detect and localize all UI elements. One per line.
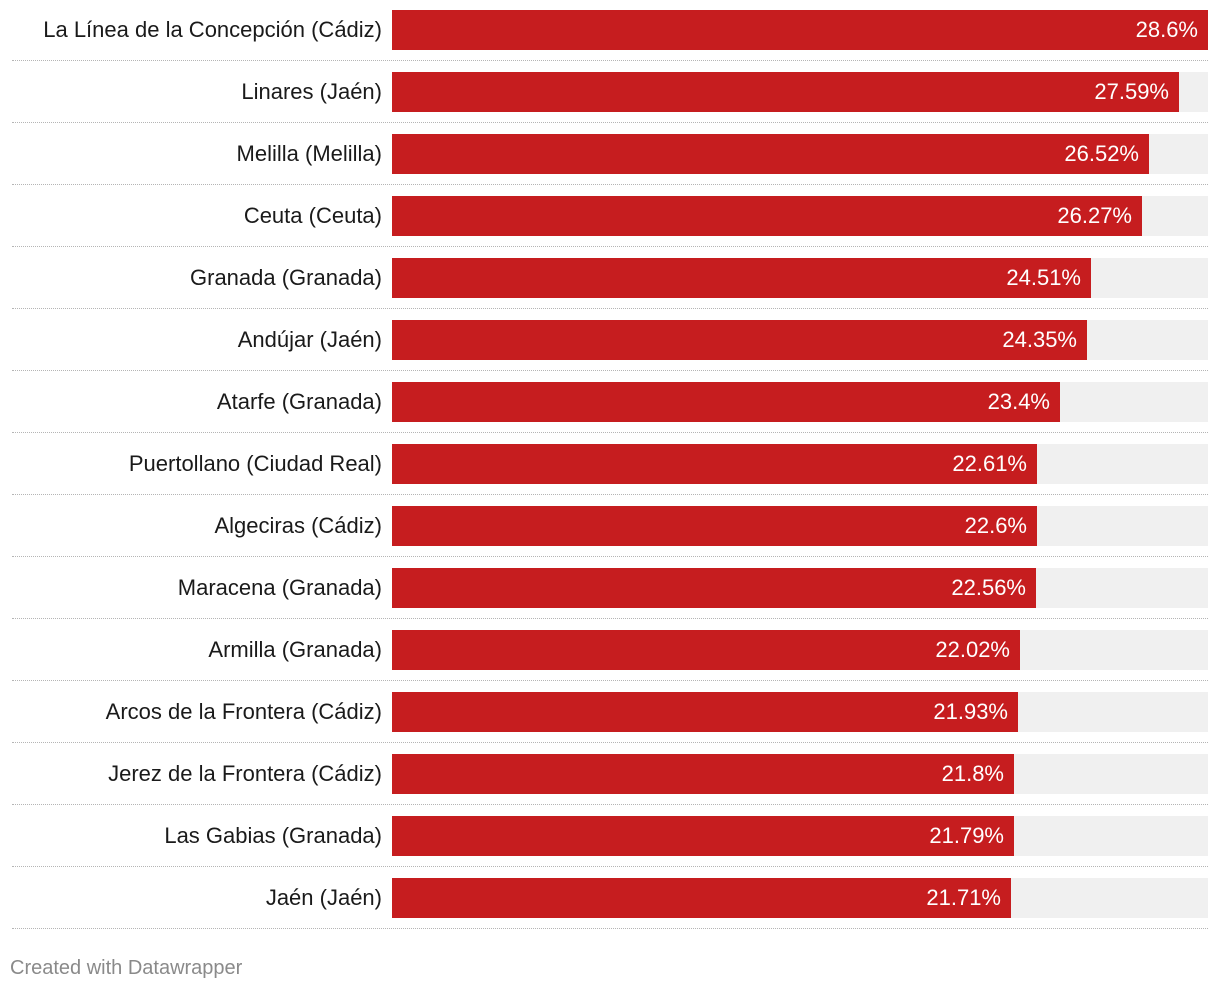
- bar-row: Ceuta (Ceuta) 26.27%: [0, 196, 1220, 258]
- value-label: 22.02%: [935, 637, 1010, 662]
- bar-track: 22.56%: [392, 568, 1208, 608]
- bar-row: Jaén (Jaén) 21.71%: [0, 878, 1220, 940]
- category-label: Melilla (Melilla): [236, 141, 382, 166]
- value-label: 26.52%: [1064, 141, 1139, 166]
- value-label: 21.93%: [933, 699, 1008, 724]
- row-separator: [12, 866, 1208, 867]
- row-separator: [12, 246, 1208, 247]
- bar: 27.59%: [392, 72, 1179, 112]
- bar-track: 21.71%: [392, 878, 1208, 918]
- bar-row: Puertollano (Ciudad Real) 22.61%: [0, 444, 1220, 506]
- bar-row: Las Gabias (Granada) 21.79%: [0, 816, 1220, 878]
- row-separator: [12, 618, 1208, 619]
- row-separator: [12, 308, 1208, 309]
- bar-track: 21.93%: [392, 692, 1208, 732]
- bar-row: Granada (Granada) 24.51%: [0, 258, 1220, 320]
- bar-track: 23.4%: [392, 382, 1208, 422]
- bar-track: 22.02%: [392, 630, 1208, 670]
- bar-track: 24.51%: [392, 258, 1208, 298]
- row-separator: [12, 742, 1208, 743]
- bar-row: Atarfe (Granada) 23.4%: [0, 382, 1220, 444]
- bar-row: La Línea de la Concepción (Cádiz) 28.6%: [0, 10, 1220, 72]
- bar-track: 22.6%: [392, 506, 1208, 546]
- bar: 24.51%: [392, 258, 1091, 298]
- category-label: Granada (Granada): [190, 265, 382, 290]
- category-label: Arcos de la Frontera (Cádiz): [105, 699, 382, 724]
- value-label: 24.51%: [1006, 265, 1081, 290]
- row-separator: [12, 370, 1208, 371]
- category-label: Atarfe (Granada): [216, 389, 382, 414]
- bar: 21.71%: [392, 878, 1011, 918]
- bar-track: 21.8%: [392, 754, 1208, 794]
- row-separator: [12, 804, 1208, 805]
- bar-row: Algeciras (Cádiz) 22.6%: [0, 506, 1220, 568]
- bar: 24.35%: [392, 320, 1087, 360]
- bar-chart: La Línea de la Concepción (Cádiz) 28.6% Li…: [0, 10, 1220, 929]
- category-label: Linares (Jaén): [241, 79, 382, 104]
- bar: 21.79%: [392, 816, 1014, 856]
- category-label: Las Gabias (Granada): [164, 823, 382, 848]
- value-label: 22.6%: [964, 513, 1027, 538]
- bar: 26.27%: [392, 196, 1142, 236]
- bar: 23.4%: [392, 382, 1060, 422]
- row-separator: [12, 184, 1208, 185]
- bar-track: 24.35%: [392, 320, 1208, 360]
- row-separator: [12, 60, 1208, 61]
- bar-track: 26.27%: [392, 196, 1208, 236]
- bar-track: 28.6%: [392, 10, 1208, 50]
- bar: 28.6%: [392, 10, 1208, 50]
- row-separator: [12, 122, 1208, 123]
- category-label: Algeciras (Cádiz): [214, 513, 383, 538]
- bar-track: 26.52%: [392, 134, 1208, 174]
- value-label: 21.79%: [929, 823, 1004, 848]
- category-label: La Línea de la Concepción (Cádiz): [43, 17, 382, 42]
- bar: 22.61%: [392, 444, 1037, 484]
- value-label: 22.56%: [951, 575, 1026, 600]
- row-separator: [12, 928, 1208, 929]
- value-label: 22.61%: [952, 451, 1027, 476]
- row-separator: [12, 680, 1208, 681]
- category-label: Puertollano (Ciudad Real): [128, 451, 382, 476]
- bar: 22.6%: [392, 506, 1037, 546]
- category-label: Maracena (Granada): [177, 575, 382, 600]
- category-label: Jerez de la Frontera (Cádiz): [108, 761, 382, 786]
- bar: 22.02%: [392, 630, 1020, 670]
- bar-track: 21.79%: [392, 816, 1208, 856]
- value-label: 26.27%: [1057, 203, 1132, 228]
- bar-row: Linares (Jaén) 27.59%: [0, 72, 1220, 134]
- category-label: Ceuta (Ceuta): [243, 203, 382, 228]
- value-label: 28.6%: [1135, 17, 1198, 42]
- row-separator: [12, 432, 1208, 433]
- row-separator: [12, 556, 1208, 557]
- bar: 22.56%: [392, 568, 1036, 608]
- bar-row: Melilla (Melilla) 26.52%: [0, 134, 1220, 196]
- bar-row: Andújar (Jaén) 24.35%: [0, 320, 1220, 382]
- credit-footer: Created with Datawrapper: [10, 957, 243, 979]
- bar-track: 27.59%: [392, 72, 1208, 112]
- bar-row: Armilla (Granada) 22.02%: [0, 630, 1220, 692]
- value-label: 24.35%: [1002, 327, 1077, 352]
- bar-row: Maracena (Granada) 22.56%: [0, 568, 1220, 630]
- bar-track: 22.61%: [392, 444, 1208, 484]
- value-label: 23.4%: [987, 389, 1050, 414]
- row-separator: [12, 494, 1208, 495]
- value-label: 27.59%: [1094, 79, 1169, 104]
- value-label: 21.8%: [941, 761, 1004, 786]
- bar: 26.52%: [392, 134, 1149, 174]
- bar: 21.8%: [392, 754, 1014, 794]
- value-label: 21.71%: [926, 885, 1001, 910]
- bar-row: Jerez de la Frontera (Cádiz) 21.8%: [0, 754, 1220, 816]
- bar: 21.93%: [392, 692, 1018, 732]
- category-label: Jaén (Jaén): [265, 885, 382, 910]
- bar-row: Arcos de la Frontera (Cádiz) 21.93%: [0, 692, 1220, 754]
- category-label: Andújar (Jaén): [237, 327, 382, 352]
- category-label: Armilla (Granada): [208, 637, 382, 662]
